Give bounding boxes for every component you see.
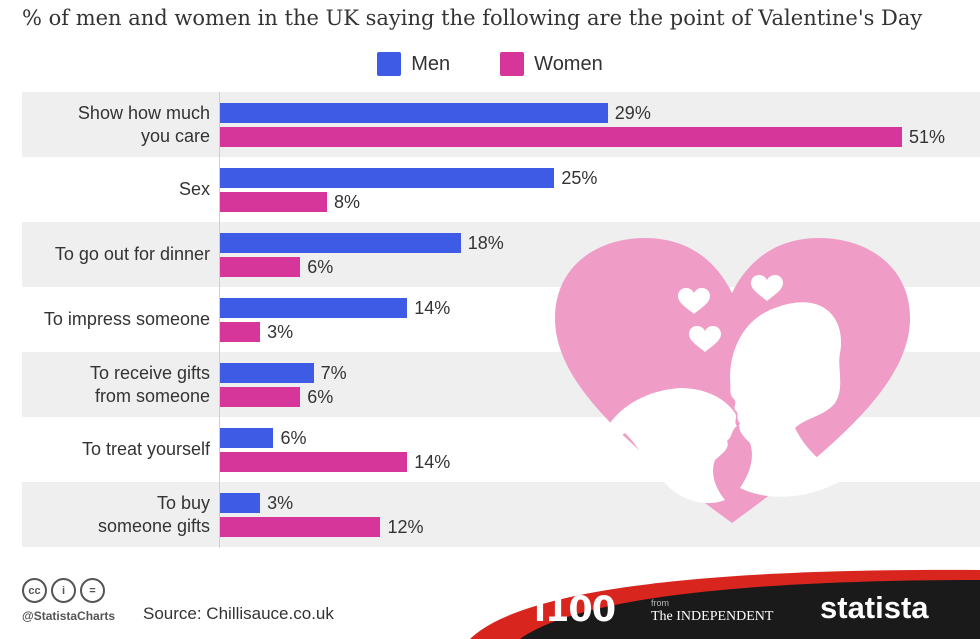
small-heart-icon [689, 325, 721, 352]
heart-couple-illustration [555, 238, 910, 523]
legend-item-men: Men [377, 52, 450, 76]
legend: Men Women [0, 52, 980, 76]
category-label-line: To treat yourself [81, 439, 210, 459]
bar-men [220, 168, 555, 188]
row-band [22, 482, 980, 547]
category-label: To receive gifts from someone [22, 352, 210, 417]
bar-women [220, 257, 301, 277]
data-label-men: 29% [614, 103, 651, 123]
statista-handle: @StatistaCharts [22, 609, 116, 623]
cc-icon: cc [22, 578, 47, 603]
data-label-men: 14% [414, 298, 451, 318]
footer-dark-band [520, 580, 980, 639]
attribution-icon: i [51, 578, 76, 603]
category-label-line: Show how much [77, 102, 210, 123]
legend-item-women: Women [500, 52, 603, 76]
legend-swatch-men [377, 52, 402, 76]
category-label: To buy someone gifts [22, 482, 210, 547]
i100-logo: i100 [534, 590, 616, 630]
category-label: To treat yourself [22, 417, 210, 482]
woman-silhouette [600, 388, 737, 504]
chart-title: % of men and women in the UK saying the … [22, 6, 923, 30]
source-text: Source: Chillisauce.co.uk [143, 604, 334, 623]
legend-swatch-women [500, 52, 525, 76]
statista-logo: statista [820, 590, 929, 625]
legend-label-women: Women [534, 52, 603, 75]
data-label-men: 7% [320, 363, 347, 383]
category-label-line: To go out for dinner [54, 244, 210, 264]
data-label-women: 51% [909, 127, 946, 147]
data-label-men: 25% [561, 168, 598, 188]
category-axis-line [219, 92, 220, 548]
man-silhouette [730, 302, 845, 497]
category-label: To go out for dinner [22, 222, 210, 287]
bar-women [220, 322, 261, 342]
data-label-women: 6% [307, 257, 334, 277]
license-icons: cc i = [22, 578, 105, 603]
bar-women [220, 452, 408, 472]
data-label-women: 8% [333, 192, 360, 212]
legend-label-men: Men [411, 52, 451, 75]
data-label-men: 18% [467, 233, 504, 253]
data-label-women: 3% [267, 322, 294, 342]
independent-logo: The INDEPENDENT [651, 609, 774, 624]
bar-women [220, 127, 902, 147]
bar-men [220, 233, 461, 253]
bar-men [220, 363, 314, 383]
data-label-men: 6% [280, 428, 307, 448]
data-label-women: 6% [307, 387, 334, 407]
bar-women [220, 192, 327, 212]
category-label-line: from someone [94, 385, 210, 406]
bar-men [220, 103, 608, 123]
brand-from-text: from [651, 598, 669, 608]
category-label: To impress someone [22, 287, 210, 352]
category-label-line: To buy [156, 492, 210, 513]
category-label-line: To impress someone [43, 309, 210, 329]
data-label-women: 14% [414, 452, 451, 472]
bar-women [220, 387, 301, 407]
category-label: Sex [22, 157, 210, 222]
data-label-men: 3% [267, 493, 294, 513]
category-label-line: you care [140, 125, 210, 146]
small-heart-icon [751, 274, 783, 301]
bar-women [220, 517, 381, 537]
no-derivatives-icon: = [80, 578, 105, 603]
small-heart-icon [678, 287, 710, 314]
footer-banner [470, 569, 980, 639]
category-label: Show how much you care [22, 92, 210, 157]
category-label-line: someone gifts [97, 515, 210, 536]
category-label-line: To receive gifts [89, 362, 210, 383]
data-label-women: 12% [387, 517, 424, 537]
category-label-line: Sex [178, 179, 210, 199]
bar-men [220, 428, 274, 448]
bar-men [220, 493, 261, 513]
bar-men [220, 298, 408, 318]
